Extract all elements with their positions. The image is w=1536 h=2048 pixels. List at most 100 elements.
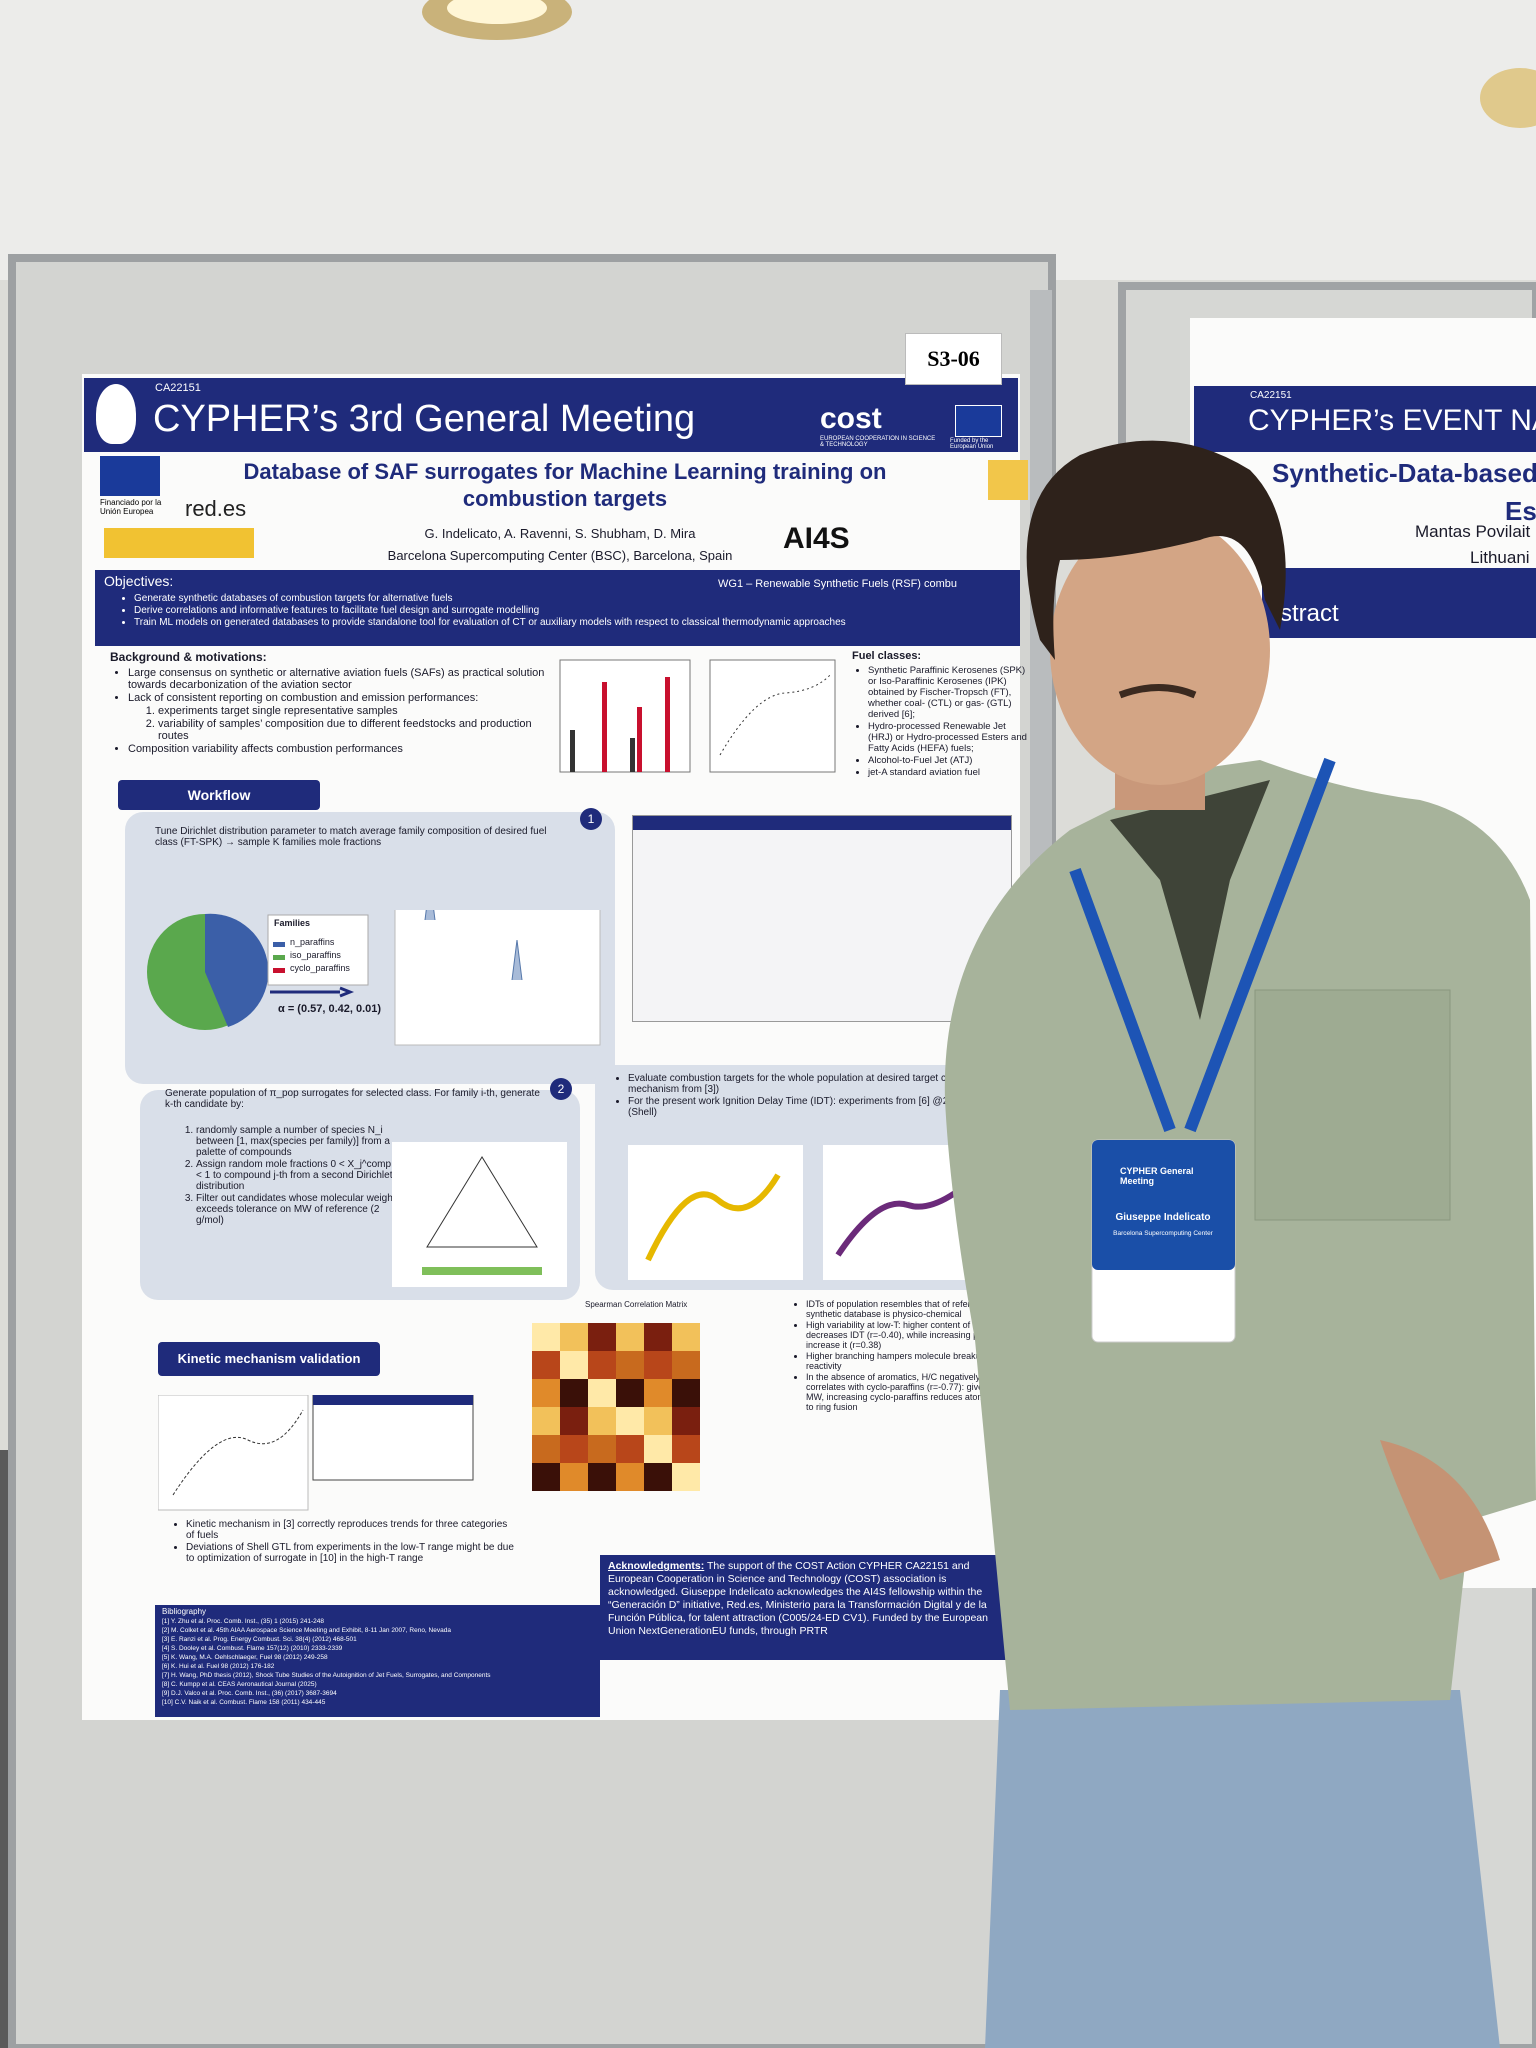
heatmap-cell [644,1435,672,1463]
findings-list: IDTs of population resembles that of ref… [790,1298,1016,1413]
heatmap-cell [532,1323,560,1351]
validation-plot [158,1395,474,1511]
list-item: [3] E. Ranzi et al. Prog. Energy Combust… [162,1636,357,1643]
list-item: Evaluate combustion targets for the whol… [628,1073,1023,1095]
legend-box [267,914,369,986]
meeting-title: CYPHER’s 3rd General Meeting [153,398,696,440]
list-item: [7] H. Wang, PhD thesis (2012), Shock Tu… [162,1672,491,1679]
heatmap-cell [616,1407,644,1435]
legend-title: Families [274,918,311,928]
jeans [985,1690,1500,2048]
hair [1026,440,1286,660]
figure-bar [602,682,607,772]
heatmap-cell [616,1379,644,1407]
list-item: Hydro-processed Renewable Jet (HRJ) or H… [868,721,1028,754]
pie-slice [205,913,269,1027]
figure-bar [637,707,642,772]
ack-text: The support of the COST Action CYPHER CA… [608,1560,988,1637]
step-number: 2 [550,1078,572,1100]
kinetic-list: Kinetic mechanism in [3] correctly repro… [170,1518,516,1565]
list-item: [6] K. Hui et al. Fuel 98 (2012) 176-182 [162,1663,275,1670]
heatmap-cell [644,1351,672,1379]
legend-swatch [273,942,285,947]
list-item: [5] K. Wang, M.A. Oehlschlaeger, Fuel 98… [162,1654,328,1661]
arrow [270,986,355,998]
curve [172,1409,304,1496]
sticky-note [988,460,1028,500]
poster-title: Es [1505,496,1536,526]
list-item: IDTs of population resembles that of ref… [806,1299,1016,1319]
heatmap-cell [588,1435,616,1463]
figures [559,659,836,773]
list-item: variability of samples’ composition due … [158,718,558,742]
gov-logo [104,528,254,558]
list-item: Higher branching hampers molecule breaku… [806,1351,1016,1371]
step3-list: Evaluate combustion targets for the whol… [612,1072,1023,1119]
badge-name: Giuseppe Indelicato [1115,1212,1211,1223]
working-group: WG1 – Renewable Synthetic Fuels (RSF) co… [718,578,958,590]
sub-list: experiments target single representative… [128,705,558,742]
plot-bg [158,1395,309,1511]
heatmap-cell [644,1379,672,1407]
heatmap-cell [672,1463,700,1491]
country: Lithuani [1470,548,1530,567]
meeting-title: CYPHER’s EVENT NAME [1248,404,1536,437]
cost-logo: cost [820,402,882,435]
action-code: CA22151 [155,382,201,394]
heatmap-cell [616,1435,644,1463]
list-item: Synthetic Paraffinic Kerosenes (SPK) or … [868,665,1028,720]
list-item: High variability at low-T: higher conten… [806,1320,1016,1350]
heatmap-cell [560,1351,588,1379]
heatmap-cell [616,1463,644,1491]
alpha: α = (0.57, 0.42, 0.01) [278,1003,382,1015]
heatmap-cell [644,1463,672,1491]
heatmap-cell [644,1407,672,1435]
heatmap-cell [532,1351,560,1379]
eu-funded: Funded by the European Union [950,438,994,450]
legend-entry: n_paraffins [290,937,335,947]
bullet: Large consensus on synthetic or alternat… [128,667,558,691]
list-item: [8] C. Kumpp et al. CEAS Aeronautical Jo… [162,1681,317,1688]
heatmap-cell [672,1407,700,1435]
ai4s-logo: AI4S [783,522,850,555]
population-band [645,1173,781,1262]
board-label: S3-06 [905,333,1002,385]
step2-list: randomly sample a number of species N_i … [180,1124,396,1227]
heatmap-cell [616,1351,644,1379]
heatmap-cell [672,1379,700,1407]
background-heading: Background & motivations: [110,650,267,664]
list-item: Derive correlations and informative feat… [134,605,1014,616]
legend-entry: iso_paraffins [290,950,341,960]
list-item: [4] S. Dooley et al. Combust. Flame 157(… [162,1645,343,1652]
step2-text: Generate population of π_pop surrogates … [165,1088,540,1110]
legend-swatch [273,955,285,960]
heatmap-cell [588,1463,616,1491]
hand [1380,1440,1500,1580]
step1-figures [147,910,601,1046]
undershirt [1110,780,1270,1020]
bib-list: [1] Y. Zhu et al. Proc. Comb. Inst., (35… [162,1617,597,1707]
list-item: Kinetic mechanism in [3] correctly repro… [186,1519,516,1541]
poster-header [1194,386,1536,452]
list-item: [10] C.V. Naik et al. Combust. Flame 158… [162,1699,326,1706]
list-item: For the present work Ignition Delay Time… [628,1096,1023,1118]
acknowledgments: Acknowledgments: The support of the COST… [608,1560,1013,1638]
heatmap-cell [588,1379,616,1407]
triangle [426,1156,538,1248]
lamp-light [447,0,547,24]
section-title: stract [1280,600,1339,627]
scatter-figure [709,659,836,773]
list-item: Train ML models on generated databases t… [134,617,1014,628]
authors: G. Indelicato, A. Ravenni, S. Shubham, D… [424,526,696,541]
bibliography-bar [155,1605,600,1717]
heatmap-cell [532,1435,560,1463]
surrogate-table [312,1395,474,1481]
affiliation: Barcelona Supercomputing Center (BSC), B… [387,548,733,563]
author: Mantas Povilait [1415,522,1531,541]
workflow-button: Workflow [118,780,320,810]
heatmap-cell [532,1407,560,1435]
redes-logo: red.es [185,496,247,521]
poster-header [84,378,1018,452]
abstract-bar [1262,568,1536,638]
